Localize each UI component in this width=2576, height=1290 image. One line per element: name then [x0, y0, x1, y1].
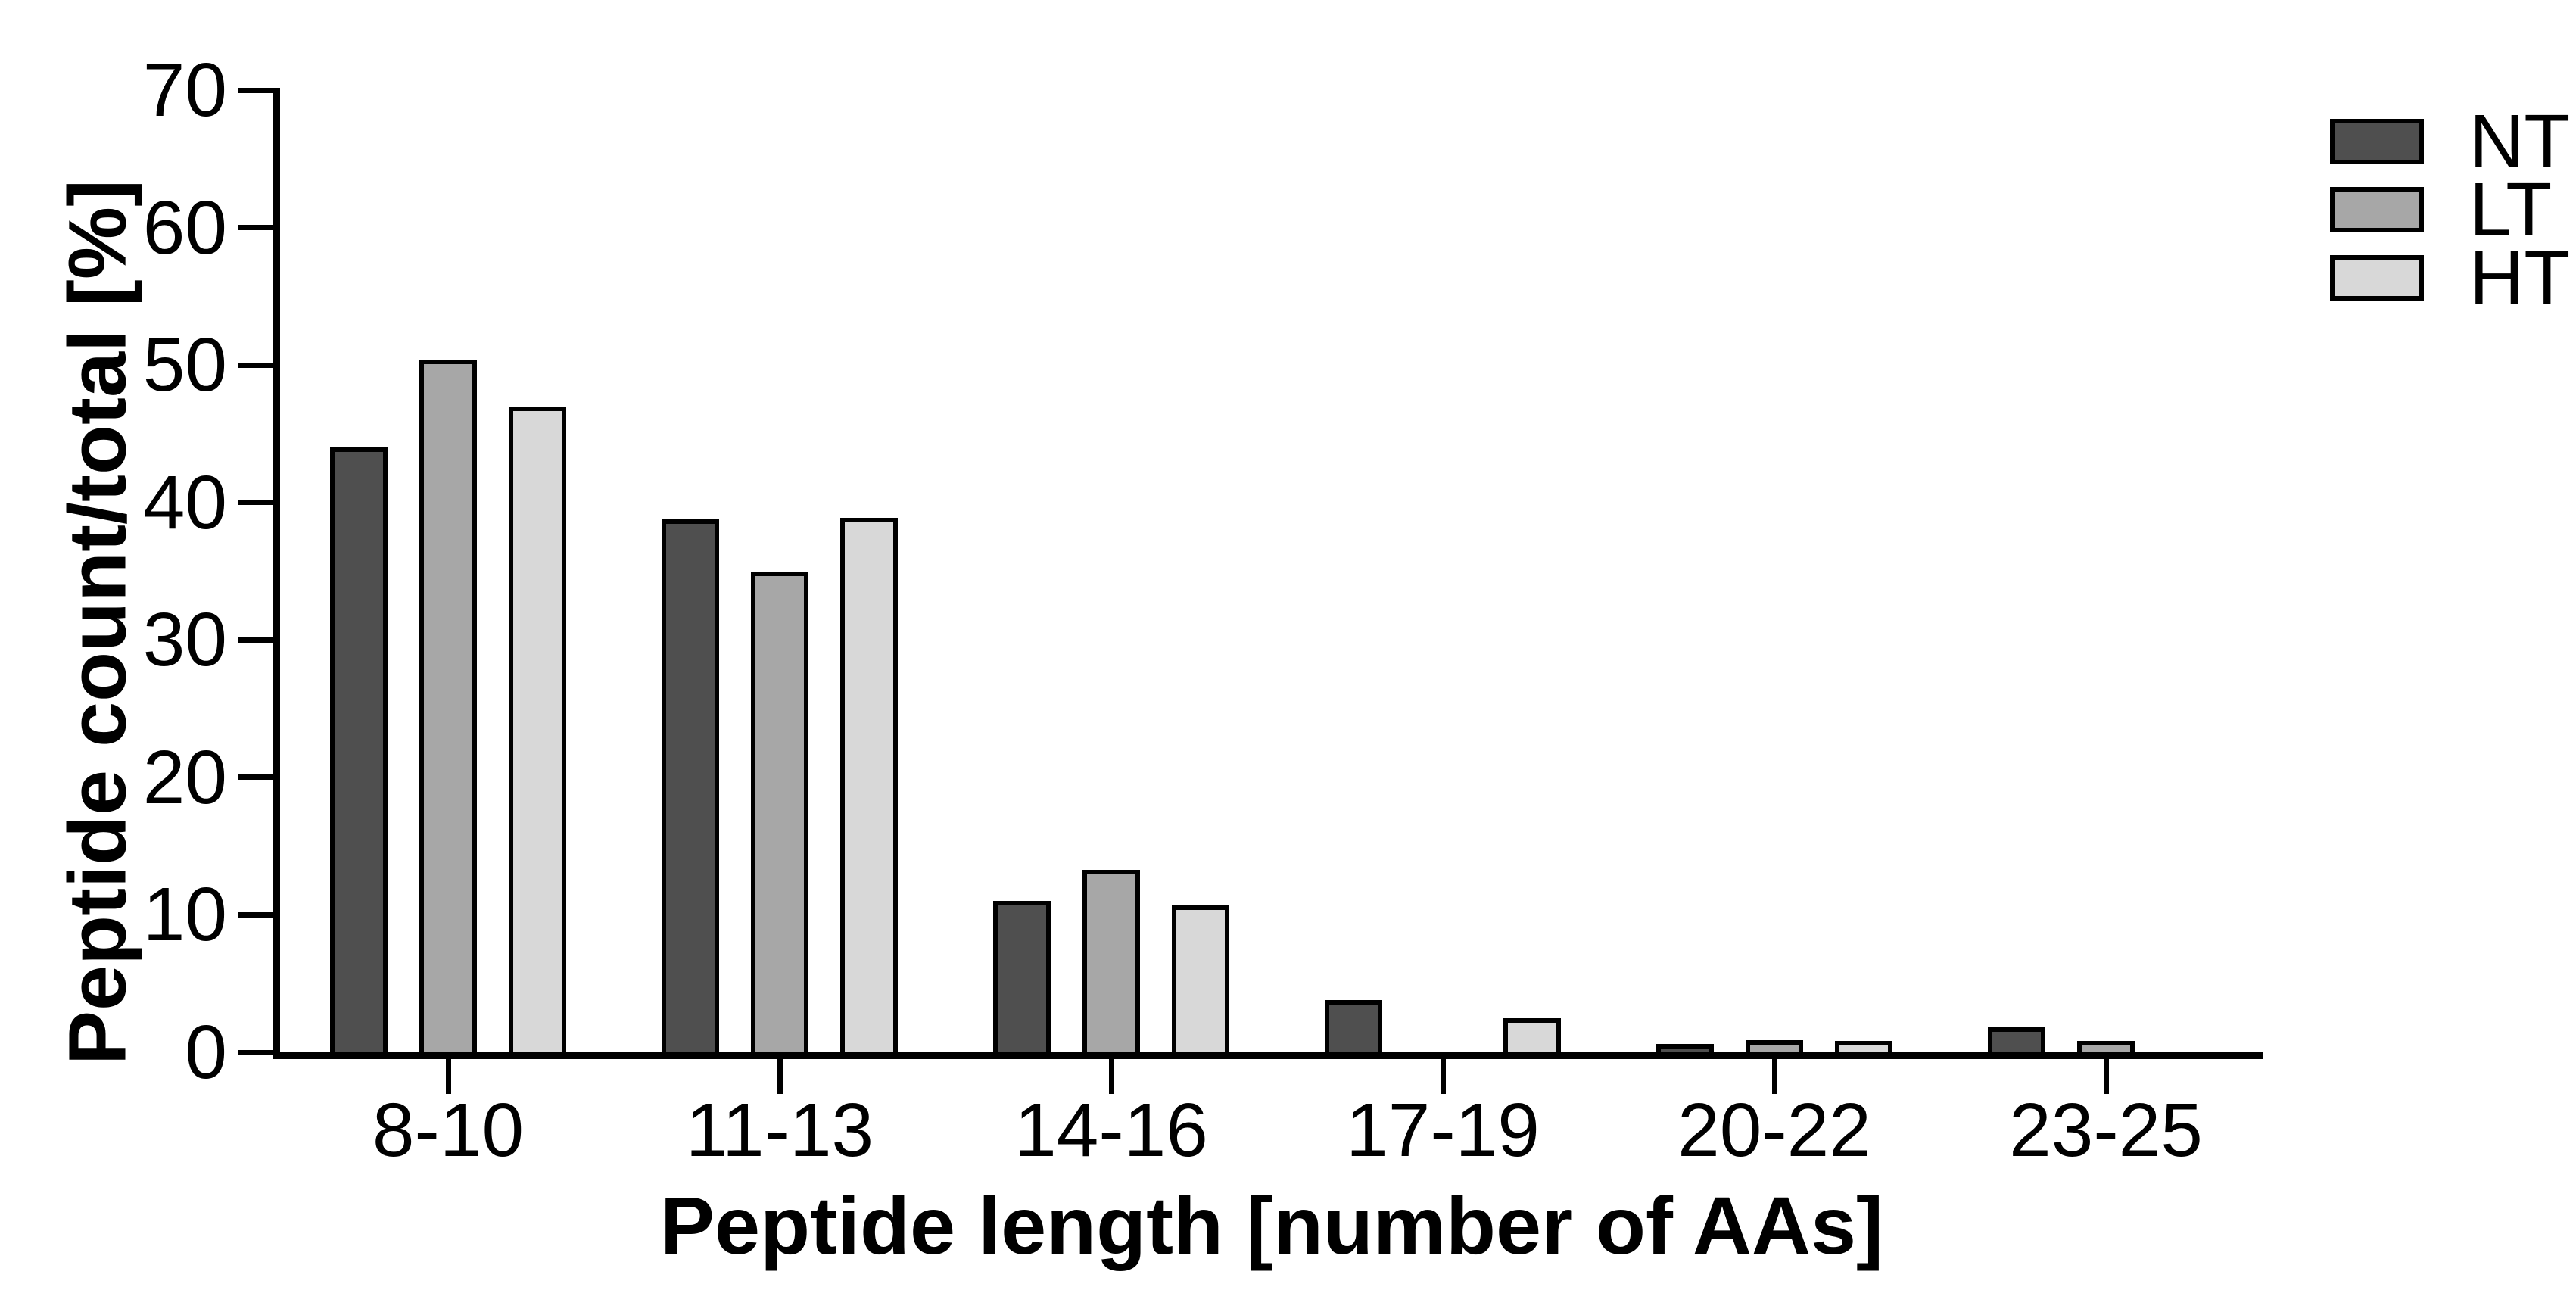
y-tick-label: 20	[142, 734, 227, 820]
bar-lt-8-10	[419, 359, 477, 1057]
y-tick-mark	[238, 911, 273, 918]
legend-swatch-nt	[2330, 119, 2424, 164]
legend-swatch-lt	[2330, 187, 2424, 232]
legend-swatch-ht	[2330, 255, 2424, 301]
y-tick-label: 70	[142, 48, 227, 132]
y-tick-label: 40	[142, 460, 227, 545]
y-tick-mark	[238, 1049, 273, 1055]
bar-ht-20-22	[1835, 1040, 1892, 1057]
bar-lt-11-13	[751, 571, 808, 1057]
x-tick-mark	[1440, 1059, 1446, 1094]
y-tick-label: 0	[185, 1010, 227, 1095]
bar-nt-11-13	[662, 519, 719, 1057]
y-tick-mark	[238, 225, 273, 231]
x-axis-line	[273, 1052, 2263, 1059]
legend-label-nt: NT	[2469, 99, 2571, 184]
y-tick-mark	[238, 774, 273, 781]
x-tick-mark	[2103, 1059, 2109, 1094]
y-tick-mark	[238, 87, 273, 93]
x-axis-title: Peptide length [number of AAs]	[660, 1179, 1883, 1271]
bar-nt-17-19	[1325, 1000, 1382, 1057]
x-category-label: 17-19	[1346, 1088, 1540, 1173]
y-tick-mark	[238, 500, 273, 506]
y-axis-line	[273, 88, 280, 1059]
x-category-label: 11-13	[685, 1088, 874, 1173]
bar-nt-8-10	[330, 447, 388, 1057]
bar-ht-11-13	[840, 517, 898, 1057]
bar-ht-14-16	[1172, 905, 1229, 1057]
y-tick-label: 10	[142, 872, 227, 958]
x-tick-mark	[445, 1059, 451, 1094]
y-tick-label: 50	[142, 322, 227, 408]
x-category-label: 14-16	[1014, 1088, 1208, 1173]
bar-nt-23-25	[1988, 1027, 2045, 1057]
x-category-label: 20-22	[1677, 1088, 1871, 1173]
bar-nt-14-16	[993, 901, 1051, 1057]
x-tick-mark	[1108, 1059, 1114, 1094]
bar-lt-14-16	[1082, 869, 1140, 1057]
x-tick-mark	[777, 1059, 783, 1094]
y-tick-mark	[238, 362, 273, 368]
x-category-label: 8-10	[372, 1088, 525, 1173]
bar-lt-23-25	[2077, 1041, 2135, 1057]
x-tick-mark	[1771, 1059, 1777, 1094]
bar-nt-20-22	[1656, 1044, 1714, 1057]
x-category-label: 23-25	[2009, 1088, 2203, 1173]
bar-ht-8-10	[509, 406, 566, 1057]
y-tick-label: 60	[142, 185, 227, 270]
y-tick-label: 30	[142, 597, 227, 683]
bar-ht-17-19	[1503, 1017, 1561, 1057]
y-tick-mark	[238, 637, 273, 643]
legend-label-lt: LT	[2469, 167, 2553, 252]
legend-label-ht: HT	[2469, 235, 2571, 320]
bar-lt-20-22	[1746, 1039, 1803, 1057]
